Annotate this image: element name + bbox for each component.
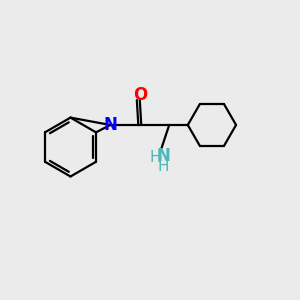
Text: H: H	[149, 150, 161, 165]
Text: N: N	[103, 116, 117, 134]
Text: O: O	[133, 85, 147, 103]
Text: N: N	[156, 147, 170, 165]
Text: H: H	[158, 159, 169, 174]
